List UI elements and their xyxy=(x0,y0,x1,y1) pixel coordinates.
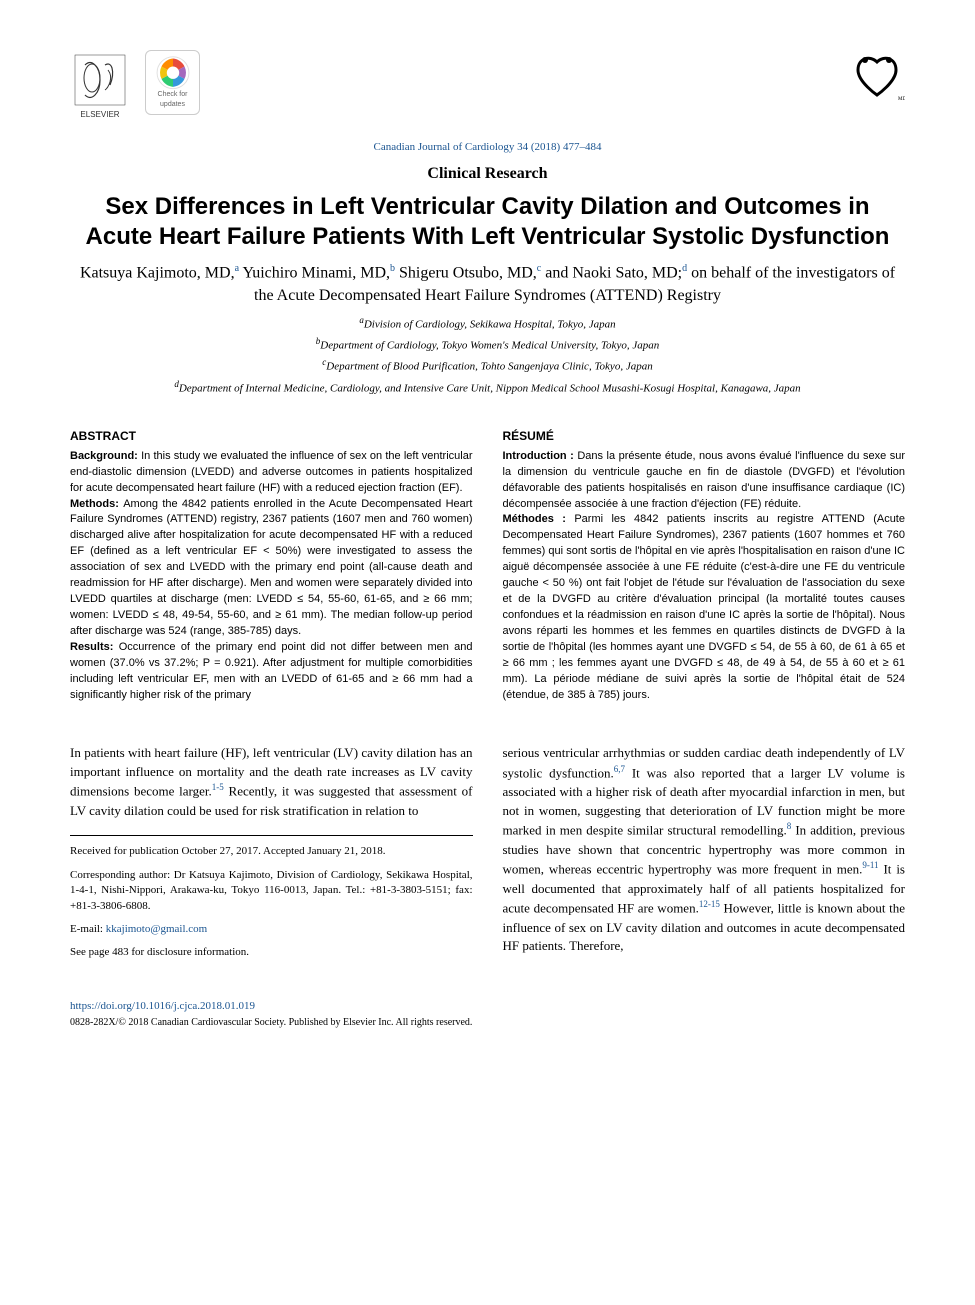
svg-text:ELSEVIER: ELSEVIER xyxy=(80,110,119,119)
ref-6-7[interactable]: 6,7 xyxy=(614,764,625,774)
affiliation-a: Division of Cardiology, Sekikawa Hospita… xyxy=(364,319,616,331)
results-label: Results: xyxy=(70,641,119,653)
author-4-aff[interactable]: d xyxy=(682,263,687,274)
left-logo-group: ELSEVIER Check for updates xyxy=(70,50,200,120)
footnote-block: Received for publication October 27, 201… xyxy=(70,844,473,960)
ref-9-11[interactable]: 9-11 xyxy=(862,860,878,870)
abstract-english: ABSTRACT Background: In this study we ev… xyxy=(70,428,473,704)
methods-fr-label: Méthodes : xyxy=(503,513,575,525)
abstract-fr-body: Introduction : Dans la présente étude, n… xyxy=(503,449,906,704)
received-date: Received for publication October 27, 201… xyxy=(70,844,473,859)
footnote-divider xyxy=(70,835,473,836)
header-logos: ELSEVIER Check for updates MD xyxy=(70,50,905,120)
affiliation-d: Department of Internal Medicine, Cardiol… xyxy=(179,382,801,394)
author-2-aff[interactable]: b xyxy=(390,263,395,274)
disclosure-note: See page 483 for disclosure information. xyxy=(70,945,473,960)
ref-1-5[interactable]: 1-5 xyxy=(212,782,224,792)
email-link[interactable]: kkajimoto@gmail.com xyxy=(106,923,207,935)
doi-link[interactable]: https://doi.org/10.1016/j.cjca.2018.01.0… xyxy=(70,999,905,1014)
abstract-fr-head: RÉSUMÉ xyxy=(503,428,906,445)
methods-label: Methods: xyxy=(70,498,123,510)
body-columns: In patients with heart failure (HF), lef… xyxy=(70,744,905,969)
copyright-text: 0828-282X/© 2018 Canadian Cardiovascular… xyxy=(70,1016,905,1030)
crossmark-badge[interactable]: Check for updates xyxy=(145,50,200,115)
methods-text: Among the 4842 patients enrolled in the … xyxy=(70,498,473,638)
intro-label: Introduction : xyxy=(503,450,578,462)
crossmark-text: Check for updates xyxy=(150,90,195,110)
email-line: E-mail: kkajimoto@gmail.com xyxy=(70,922,473,937)
author-list: Katsuya Kajimoto, MD,a Yuichiro Minami, … xyxy=(70,262,905,307)
abstract-en-body: Background: In this study we evaluated t… xyxy=(70,449,473,704)
affiliation-c: Department of Blood Purification, Tohto … xyxy=(326,361,652,373)
author-1: Katsuya Kajimoto, MD, xyxy=(80,264,235,281)
affiliation-b: Department of Cardiology, Tokyo Women's … xyxy=(320,340,659,352)
body-right-paragraph: serious ventricular arrhythmias or sudde… xyxy=(503,744,906,957)
abstract-columns: ABSTRACT Background: In this study we ev… xyxy=(70,428,905,704)
results-text: Occurrence of the primary end point did … xyxy=(70,641,473,701)
body-right-column: serious ventricular arrhythmias or sudde… xyxy=(503,744,906,969)
author-3: Shigeru Otsubo, MD, xyxy=(399,264,537,281)
journal-logo[interactable]: MD xyxy=(850,50,905,105)
intro-paragraph: In patients with heart failure (HF), lef… xyxy=(70,744,473,821)
journal-reference: Canadian Journal of Cardiology 34 (2018)… xyxy=(70,140,905,155)
affiliations: aDivision of Cardiology, Sekikawa Hospit… xyxy=(70,313,905,398)
author-2: Yuichiro Minami, MD, xyxy=(242,264,390,281)
ref-12-15[interactable]: 12-15 xyxy=(699,899,720,909)
elsevier-logo[interactable]: ELSEVIER xyxy=(70,50,130,120)
methods-fr-text: Parmi les 4842 patients inscrits au regi… xyxy=(503,513,906,700)
abstract-en-head: ABSTRACT xyxy=(70,428,473,445)
author-3-aff[interactable]: c xyxy=(537,263,541,274)
bg-label: Background: xyxy=(70,450,141,462)
author-1-aff[interactable]: a xyxy=(235,263,239,274)
body-left-column: In patients with heart failure (HF), lef… xyxy=(70,744,473,969)
svg-text:MD: MD xyxy=(898,97,905,102)
article-title: Sex Differences in Left Ventricular Cavi… xyxy=(70,192,905,252)
corresponding-author: Corresponding author: Dr Katsuya Kajimot… xyxy=(70,868,473,914)
article-type: Clinical Research xyxy=(70,163,905,185)
abstract-french: RÉSUMÉ Introduction : Dans la présente é… xyxy=(503,428,906,704)
author-4: and Naoki Sato, MD; xyxy=(545,264,682,281)
